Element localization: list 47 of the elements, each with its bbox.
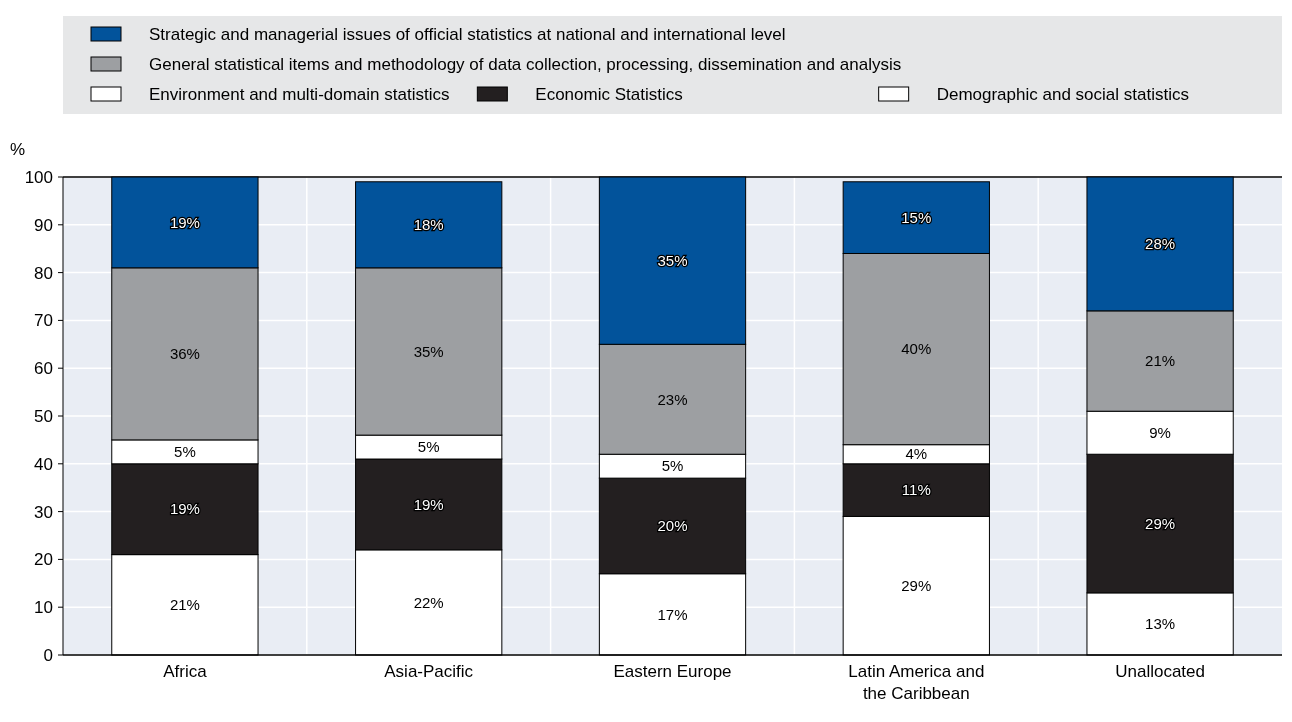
data-label: 20% <box>657 517 688 535</box>
data-label: 21% <box>1145 352 1176 370</box>
x-tick-label: Africa <box>163 662 208 681</box>
data-label: 19% <box>169 213 200 231</box>
y-tick-label: 40 <box>34 454 53 474</box>
legend-label: Environment and multi-domain statistics <box>149 84 450 104</box>
data-label: 22% <box>413 593 444 611</box>
y-tick-label: 0 <box>43 645 53 665</box>
data-label: 5% <box>174 443 196 461</box>
y-tick-label: 10 <box>34 598 53 618</box>
data-label: 11% <box>901 481 931 499</box>
y-tick-label: 100 <box>24 167 53 187</box>
data-label: 17% <box>657 605 688 623</box>
data-label: 13% <box>1145 615 1176 633</box>
x-tick-label: Eastern Europe <box>613 662 732 681</box>
legend-label: Strategic and managerial issues of official statistics at national and international level <box>149 24 786 44</box>
legend-label: Economic Statistics <box>535 84 683 104</box>
data-label: 9% <box>1149 423 1171 441</box>
x-tick-label: Unallocated <box>1115 662 1205 681</box>
data-label: 15% <box>901 208 932 226</box>
y-tick-label: 70 <box>34 311 53 331</box>
data-label: 19% <box>413 495 444 513</box>
legend-label: General statistical items and methodology of data collection, processing, dissemination and analysis <box>149 54 902 74</box>
y-tick-label: 80 <box>34 263 53 283</box>
data-label: 29% <box>1145 514 1176 532</box>
data-label: 19% <box>169 500 200 518</box>
data-label: 5% <box>661 457 684 475</box>
data-label: 28% <box>1145 235 1176 253</box>
x-tick-label: Asia-Pacific <box>384 662 474 681</box>
x-tick-label: Latin America and the Caribbean <box>848 662 985 703</box>
y-tick-label: 20 <box>34 550 53 570</box>
data-label: 18% <box>413 216 444 234</box>
y-axis-title: % <box>10 140 26 159</box>
data-label: 29% <box>901 576 932 594</box>
y-tick-label: 90 <box>34 215 53 235</box>
legend-label: Demographic and social statistics <box>936 84 1189 104</box>
data-label: 36% <box>169 345 200 363</box>
y-tick-label: 60 <box>34 359 53 379</box>
y-tick-label: 30 <box>34 502 53 522</box>
data-label: 4% <box>905 445 928 463</box>
y-tick-label: 50 <box>34 406 53 426</box>
data-label: 21% <box>169 596 200 614</box>
data-label: 35% <box>657 251 688 269</box>
data-label: 23% <box>657 390 688 408</box>
data-label: 5% <box>417 438 440 456</box>
data-label: 40% <box>901 340 932 358</box>
data-label: 35% <box>413 342 444 360</box>
